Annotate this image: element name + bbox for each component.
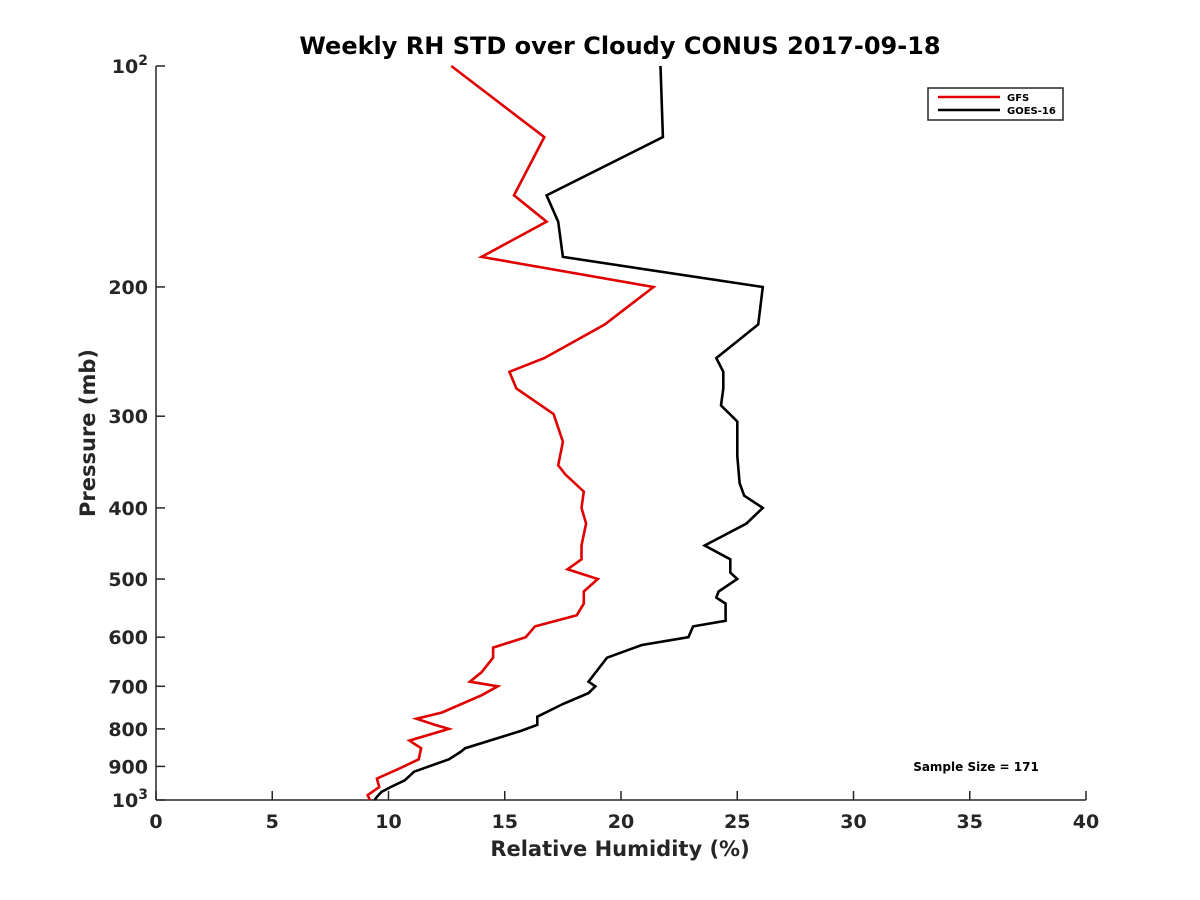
- series-line-goes16: [373, 65, 765, 801]
- series-lines: [365, 64, 765, 801]
- y-tick-label: 600: [108, 627, 148, 649]
- x-tick-label: 5: [266, 811, 279, 833]
- y-tick-label: 103: [112, 787, 148, 812]
- x-tick-label: 0: [149, 811, 162, 833]
- y-tick-label: 900: [108, 756, 148, 778]
- y-tick-label: 500: [108, 569, 148, 591]
- x-tick-label: 15: [492, 811, 518, 833]
- axes: 0 5 10 15 20 25 30 35 40 102 200 300 400 500 600 700 800…: [108, 53, 1099, 833]
- x-tick-label: 40: [1073, 811, 1099, 833]
- y-tick-label: 102: [112, 53, 148, 78]
- x-tick-label: 25: [724, 811, 750, 833]
- legend-box: [927, 87, 1064, 121]
- y-tick-label: 300: [108, 406, 148, 428]
- series-line-gfs: [365, 64, 657, 801]
- y-tick-label: 800: [108, 719, 148, 741]
- y-tick-label: 200: [108, 277, 148, 299]
- legend-label: GOES-16: [1007, 106, 1056, 117]
- sample-size-annotation: Sample Size = 171: [913, 760, 1039, 774]
- x-tick-label: 35: [957, 811, 983, 833]
- legend-label: GFS: [1007, 93, 1029, 104]
- x-tick-label: 10: [375, 811, 401, 833]
- y-tick-label: 700: [108, 676, 148, 698]
- x-tick-label: 20: [608, 811, 634, 833]
- x-axis-label: Relative Humidity (%): [490, 837, 749, 861]
- legend: GFS GOES-16: [927, 87, 1064, 121]
- chart-title: Weekly RH STD over Cloudy CONUS 2017-09-…: [299, 32, 940, 60]
- x-tick-label: 30: [840, 811, 866, 833]
- y-axis-label: Pressure (mb): [76, 349, 100, 517]
- y-tick-label: 400: [108, 498, 148, 520]
